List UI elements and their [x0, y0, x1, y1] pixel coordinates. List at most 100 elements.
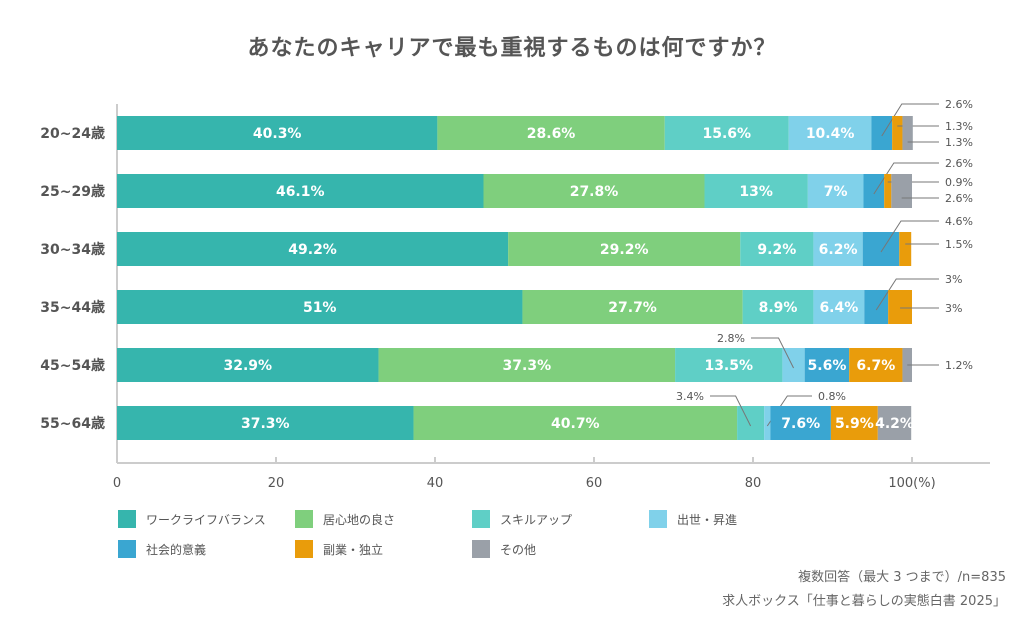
bar-segment [813, 290, 865, 324]
data-label: 5.9% [835, 416, 874, 432]
x-tick-label: 60 [586, 476, 603, 491]
footnote-source: 求人ボックス「仕事と暮らしの実態白書 2025」 [722, 594, 1006, 609]
leader-line [881, 103, 939, 137]
bar-segment [884, 174, 892, 208]
bar-segment [675, 348, 783, 382]
leader-line [880, 220, 939, 253]
bar-segment [704, 174, 808, 208]
data-label: 6.2% [819, 242, 858, 258]
bar-segment [378, 348, 676, 382]
data-label: 27.7% [608, 300, 657, 316]
bar-segment [764, 406, 771, 440]
bar-segment [117, 348, 379, 382]
bar-segment [849, 348, 903, 382]
legend-label: 居心地の良さ [323, 512, 396, 527]
data-label: 6.7% [856, 358, 895, 374]
bar-segment [117, 406, 414, 440]
bar-segment [117, 232, 509, 266]
data-label: 0.8% [818, 390, 846, 403]
bar-segment [522, 290, 743, 324]
leader-line [875, 278, 939, 311]
bar-segment [770, 406, 831, 440]
data-label: 3.4% [676, 390, 704, 403]
legend-swatch [295, 510, 313, 528]
bar-segment [117, 174, 484, 208]
bar-segment [891, 174, 912, 208]
footnote-sample: 複数回答（最大 3 つまで）/n=835 [798, 570, 1006, 585]
bar-segment [508, 232, 741, 266]
data-label: 2.6% [945, 98, 973, 111]
category-label: 35~44歳 [40, 299, 105, 316]
bar-segment [862, 232, 900, 266]
bar-segment [888, 290, 912, 324]
data-label: 2.6% [945, 157, 973, 170]
bar-segment [813, 232, 863, 266]
leader-line [751, 337, 794, 369]
bar-segment [437, 116, 665, 150]
data-label: 8.9% [759, 300, 798, 316]
bar-segment [804, 348, 850, 382]
leader-line [873, 162, 939, 195]
legend-swatch [295, 540, 313, 558]
data-label: 7% [824, 184, 848, 200]
data-label: 32.9% [223, 358, 272, 374]
bar-segment [864, 290, 889, 324]
legend-swatch [649, 510, 667, 528]
chart-title: あなたのキャリアで最も重視するものは何ですか？ [247, 36, 777, 61]
bar-segment [117, 290, 523, 324]
x-tick-label: 100(%) [888, 476, 935, 491]
data-label: 7.6% [781, 416, 820, 432]
x-tick-label: 80 [745, 476, 762, 491]
category-label: 25~29歳 [40, 183, 105, 200]
x-tick-label: 20 [268, 476, 285, 491]
bar-segment [742, 290, 814, 324]
data-label: 13% [739, 184, 773, 200]
data-label: 15.6% [702, 126, 751, 142]
bar-segment [830, 406, 878, 440]
data-label: 28.6% [527, 126, 576, 142]
legend: ワークライフバランス 居心地の良さ スキルアップ 出世・昇進 社会的意義 副業・独立 その他 [118, 510, 838, 558]
bar-segment [788, 116, 872, 150]
bar-segment [892, 116, 903, 150]
data-label: 46.1% [276, 184, 325, 200]
category-label: 45~54歳 [40, 357, 105, 374]
legend-item: ワークライフバランス [118, 510, 295, 528]
data-label: 1.3% [945, 136, 973, 149]
legend-item: 出世・昇進 [649, 510, 826, 528]
data-label: 0.9% [945, 176, 973, 189]
legend-label: スキルアップ [500, 512, 573, 527]
bar-segment [117, 116, 438, 150]
data-label: 1.5% [945, 238, 973, 251]
bar-segment [902, 116, 913, 150]
bar-segment [413, 406, 738, 440]
legend-swatch [472, 510, 490, 528]
data-label: 9.2% [757, 242, 796, 258]
bar-segment [807, 174, 864, 208]
data-label: 13.5% [704, 358, 753, 374]
bar-segment [740, 232, 814, 266]
legend-label: 副業・独立 [323, 542, 384, 557]
data-label: 37.3% [241, 416, 290, 432]
bar-segment [871, 116, 893, 150]
data-label: 29.2% [600, 242, 649, 258]
data-label: 6.4% [819, 300, 858, 316]
legend-item: その他 [472, 540, 649, 558]
data-label: 1.3% [945, 120, 973, 133]
bar-segment [664, 116, 789, 150]
data-label: 4.6% [945, 215, 973, 228]
bar-segment [863, 174, 885, 208]
data-label: 5.6% [808, 358, 847, 374]
data-label: 4.2% [875, 416, 914, 432]
category-label: 55~64歳 [40, 415, 105, 432]
legend-label: ワークライフバランス [146, 512, 266, 527]
leader-line [710, 395, 752, 427]
data-label: 49.2% [288, 242, 337, 258]
data-label: 2.6% [945, 192, 973, 205]
data-label: 27.8% [570, 184, 619, 200]
legend-swatch [118, 540, 136, 558]
data-label: 40.7% [551, 416, 600, 432]
data-label: 51% [303, 300, 337, 316]
data-label: 2.8% [717, 332, 745, 345]
legend-swatch [118, 510, 136, 528]
